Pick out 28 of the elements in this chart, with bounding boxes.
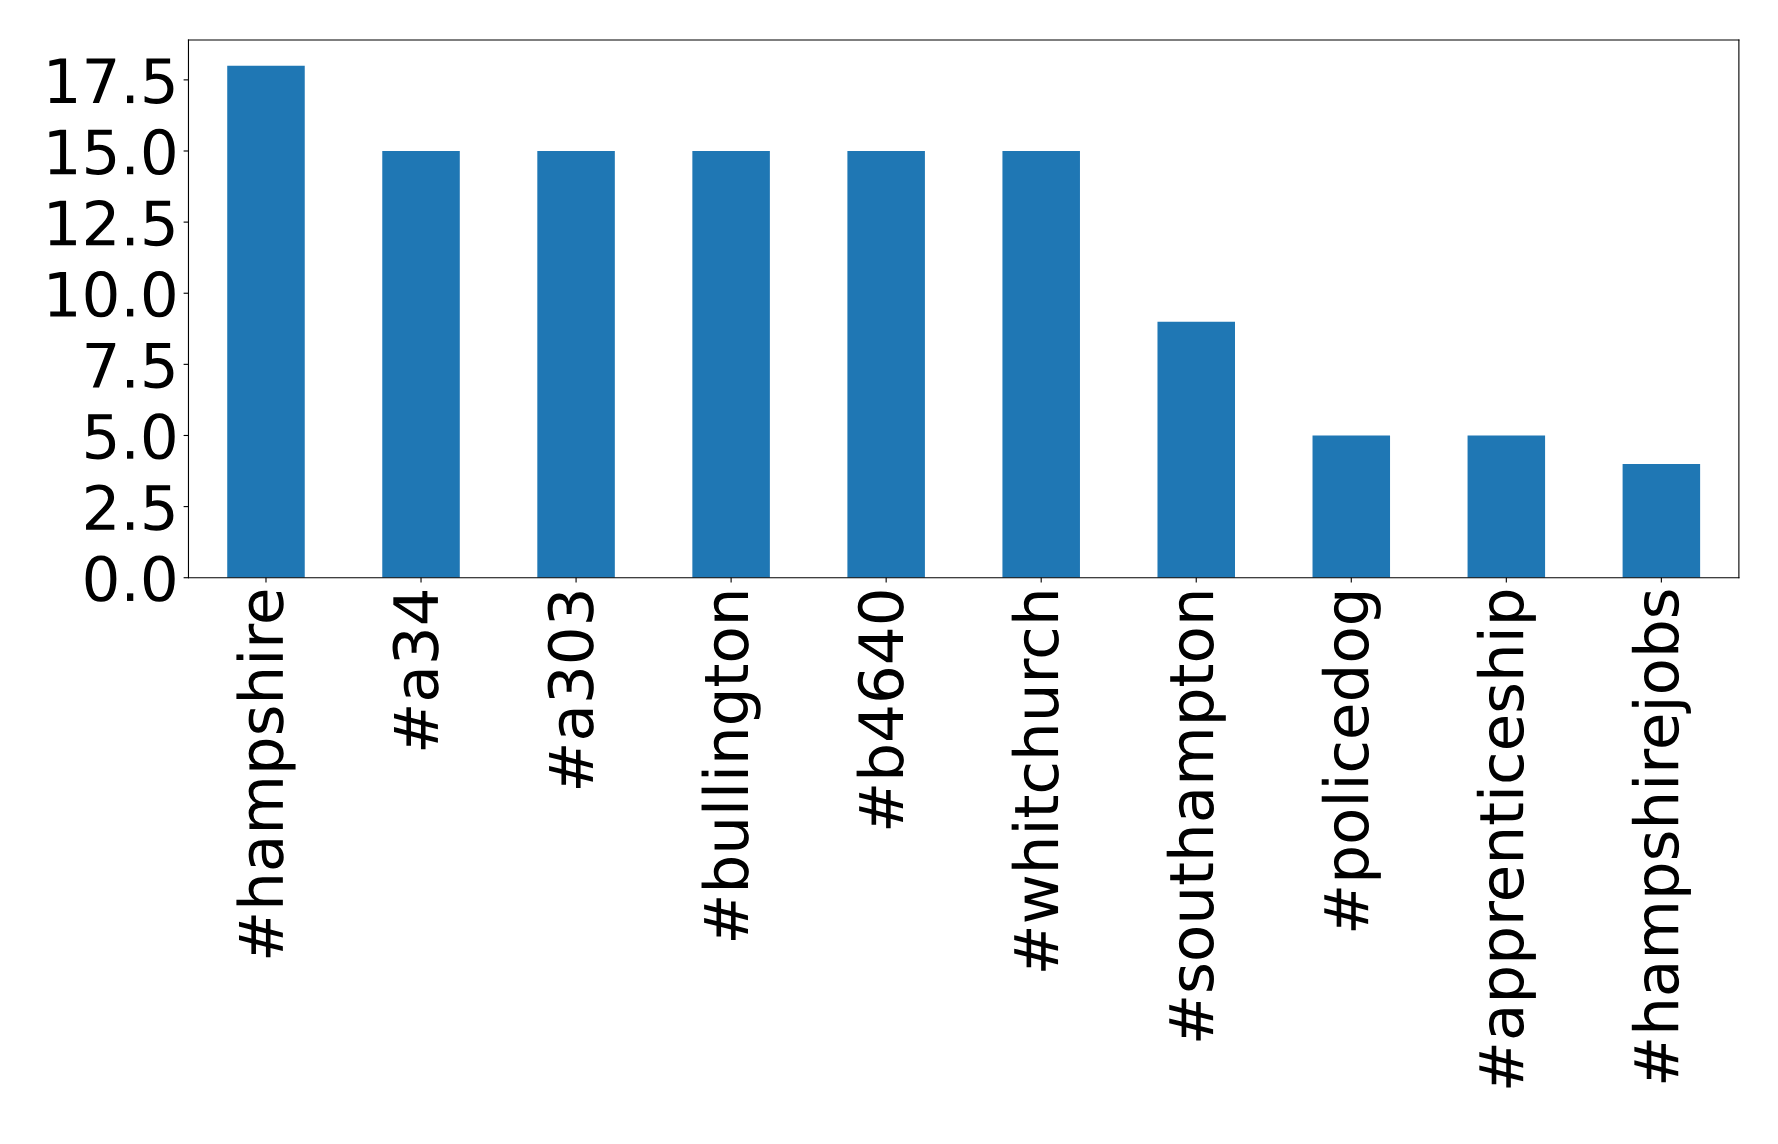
x-tick-label: #policedog <box>1321 593 1381 931</box>
bar <box>1467 435 1546 578</box>
bar <box>1002 150 1080 578</box>
x-tick-label: #hampshire <box>236 590 296 958</box>
bar <box>1622 463 1701 578</box>
y-tick-label: 5.0 <box>86 413 175 460</box>
y-tick-label: 2.5 <box>86 484 174 531</box>
x-tick-label: #b4640 <box>856 591 904 829</box>
bar <box>692 150 770 578</box>
bar <box>847 150 925 578</box>
x-tick-label: #bullington <box>701 592 761 940</box>
y-tick-label: 12.5 <box>49 199 174 247</box>
x-tick-label: #hampshirejobs <box>1631 590 1691 1083</box>
x-tick-label: #southampton <box>1166 592 1226 1041</box>
x-tick-label: #a34 <box>392 590 439 750</box>
x-tick-label: #whitchurch <box>1011 592 1059 971</box>
x-tick-label: #apprenticeship <box>1476 590 1536 1088</box>
bar <box>1157 321 1235 578</box>
y-tick-label: 10.0 <box>49 271 175 318</box>
y-tick-label: 15.0 <box>49 128 175 176</box>
y-tick-label: 17.5 <box>49 58 174 104</box>
y-tick-label: 7.5 <box>86 343 174 389</box>
y-tick-label: 0.0 <box>85 555 175 602</box>
bar <box>537 150 615 578</box>
bar <box>382 150 460 578</box>
bar <box>1312 435 1391 578</box>
bar <box>227 65 305 578</box>
x-tick-label: #a303 <box>547 592 594 789</box>
